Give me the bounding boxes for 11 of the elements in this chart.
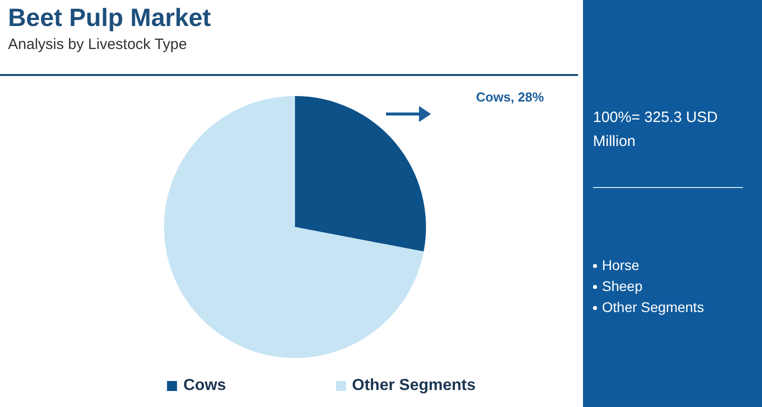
data-label: Cows, 28% (476, 89, 544, 104)
pie-slice (295, 96, 426, 252)
text: 100%= 325.3 USD Million (593, 108, 719, 152)
chart-subtitle: Analysis by Livestock Type (8, 36, 187, 53)
text: Other Segments (602, 298, 704, 317)
legend-label: Cows (183, 377, 226, 395)
pie-slice (164, 96, 424, 358)
text: Sheep (602, 277, 642, 296)
chart-title: Beet Pulp Market (8, 4, 211, 33)
legend-label: Other Segments (352, 377, 476, 395)
text: Horse (602, 256, 640, 275)
